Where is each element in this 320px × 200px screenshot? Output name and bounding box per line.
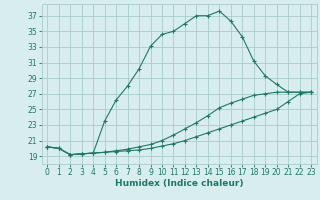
- X-axis label: Humidex (Indice chaleur): Humidex (Indice chaleur): [115, 179, 244, 188]
